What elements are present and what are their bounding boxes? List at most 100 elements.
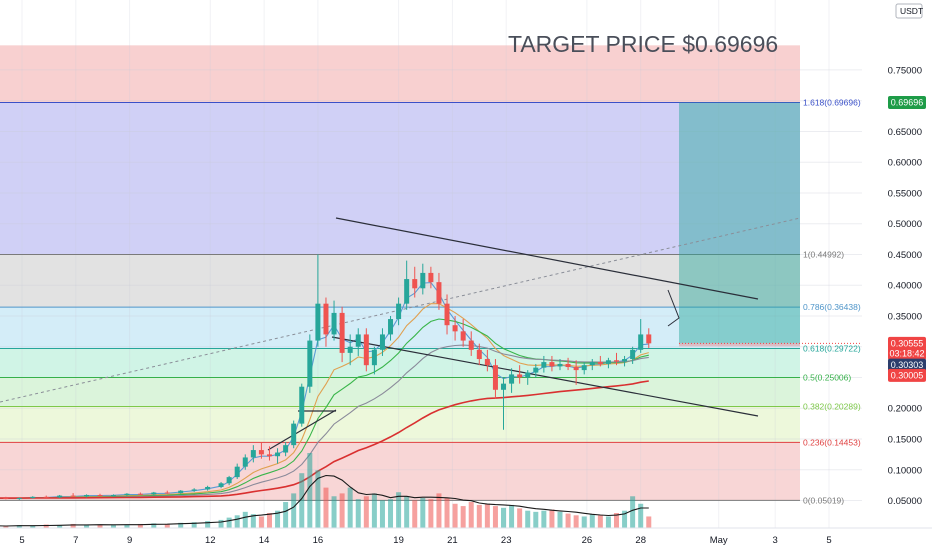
volume-bar (70, 523, 76, 528)
candle-body[interactable] (315, 303, 321, 341)
volume-bar (573, 515, 579, 528)
candle-body[interactable] (242, 457, 248, 467)
volume-bar (226, 517, 232, 528)
candle-body[interactable] (613, 360, 619, 362)
candle-body[interactable] (396, 303, 402, 320)
candle-body[interactable] (3, 498, 9, 500)
candle-body[interactable] (266, 454, 272, 457)
candle-body[interactable] (565, 363, 571, 368)
candle-body[interactable] (70, 495, 76, 497)
candle-body[interactable] (573, 367, 579, 371)
volume-bar (110, 525, 116, 528)
candle-body[interactable] (191, 489, 197, 491)
volume-bar (137, 523, 143, 528)
x-axis-ticks: 5 7 9 12 14 16 19 21 23 26 28 May 3 5 (19, 535, 831, 546)
candle-body[interactable] (638, 334, 644, 350)
volume-bar (250, 514, 256, 528)
candle-body[interactable] (16, 498, 22, 500)
candle-body[interactable] (331, 312, 337, 335)
candle-body[interactable] (84, 494, 90, 497)
candle-body[interactable] (646, 334, 652, 344)
candle-body[interactable] (205, 486, 211, 490)
chart-title: TARGET PRICE $0.69696 (508, 31, 778, 57)
candle-body[interactable] (307, 340, 313, 387)
candle-body[interactable] (476, 349, 482, 360)
volume-bar (218, 519, 224, 528)
candle-body[interactable] (43, 496, 49, 498)
fib-zone (0, 254, 800, 308)
candle-body[interactable] (218, 483, 224, 487)
candle-body[interactable] (97, 494, 103, 496)
candle-body[interactable] (533, 367, 539, 373)
candle-body[interactable] (484, 359, 490, 366)
candle-body[interactable] (363, 334, 369, 366)
candle-body[interactable] (460, 331, 466, 341)
candle-body[interactable] (622, 359, 628, 362)
candle-body[interactable] (557, 363, 563, 367)
candles[interactable] (0, 254, 652, 500)
candle-body[interactable] (630, 349, 636, 360)
candle-body[interactable] (605, 360, 611, 364)
candle-body[interactable] (299, 386, 305, 424)
time-axis[interactable] (0, 528, 932, 550)
candle-body[interactable] (404, 279, 410, 304)
candle-body[interactable] (428, 272, 434, 283)
candle-body[interactable] (444, 303, 450, 326)
candle-body[interactable] (525, 372, 531, 378)
unit-badge (895, 3, 923, 19)
candle-body[interactable] (492, 365, 498, 390)
candle-body[interactable] (597, 362, 603, 364)
candle-body[interactable] (420, 272, 426, 289)
candle-body[interactable] (347, 346, 353, 353)
candle-body[interactable] (250, 450, 256, 458)
candle-body[interactable] (57, 495, 63, 498)
candle-body[interactable] (178, 490, 184, 494)
volume-bar (266, 513, 272, 528)
candle-body[interactable] (517, 374, 523, 378)
candle-body[interactable] (371, 349, 377, 366)
candle-body[interactable] (468, 340, 474, 350)
candle-body[interactable] (275, 452, 281, 457)
volume-bar (291, 493, 297, 528)
price-badge-label: 0.30555 (891, 338, 924, 348)
candle-body[interactable] (234, 466, 240, 478)
x-tick-label: 7 (73, 535, 78, 546)
y-tick-label: 0.50000 (888, 219, 922, 230)
candle-body[interactable] (436, 282, 442, 304)
volume-bar (444, 498, 450, 528)
candle-body[interactable] (581, 365, 587, 371)
candle-body[interactable] (388, 319, 394, 335)
candle-body[interactable] (541, 362, 547, 368)
candle-body[interactable] (452, 325, 458, 332)
price-badge-label: 0.30303 (891, 360, 924, 370)
volume-bar (299, 473, 305, 528)
candle-body[interactable] (291, 423, 297, 446)
volume-bar (396, 492, 402, 528)
candle-body[interactable] (501, 383, 507, 390)
price-axis[interactable] (862, 0, 932, 528)
candle-body[interactable] (164, 492, 170, 494)
candle-body[interactable] (283, 445, 289, 453)
candle-body[interactable] (124, 493, 130, 495)
candle-body[interactable] (509, 374, 515, 384)
candle-body[interactable] (258, 450, 264, 455)
candle-body[interactable] (412, 279, 418, 289)
candle-body[interactable] (323, 303, 329, 335)
volume-bar (178, 522, 184, 528)
candle-body[interactable] (589, 362, 595, 366)
candle-body[interactable] (151, 492, 157, 495)
volume-bar (484, 503, 490, 528)
volume-bar (379, 500, 385, 528)
candle-body[interactable] (110, 494, 116, 496)
candle-body[interactable] (226, 477, 232, 484)
candle-body[interactable] (137, 493, 143, 495)
volume-bar (557, 511, 563, 528)
candle-body[interactable] (379, 334, 385, 350)
fib-label: 0.382(0.20289) (803, 401, 861, 411)
candle-body[interactable] (355, 334, 361, 347)
fib-label: 1.618(0.69696) (803, 98, 861, 108)
candle-body[interactable] (339, 312, 345, 353)
candle-body[interactable] (549, 362, 555, 367)
candle-body[interactable] (30, 496, 36, 499)
